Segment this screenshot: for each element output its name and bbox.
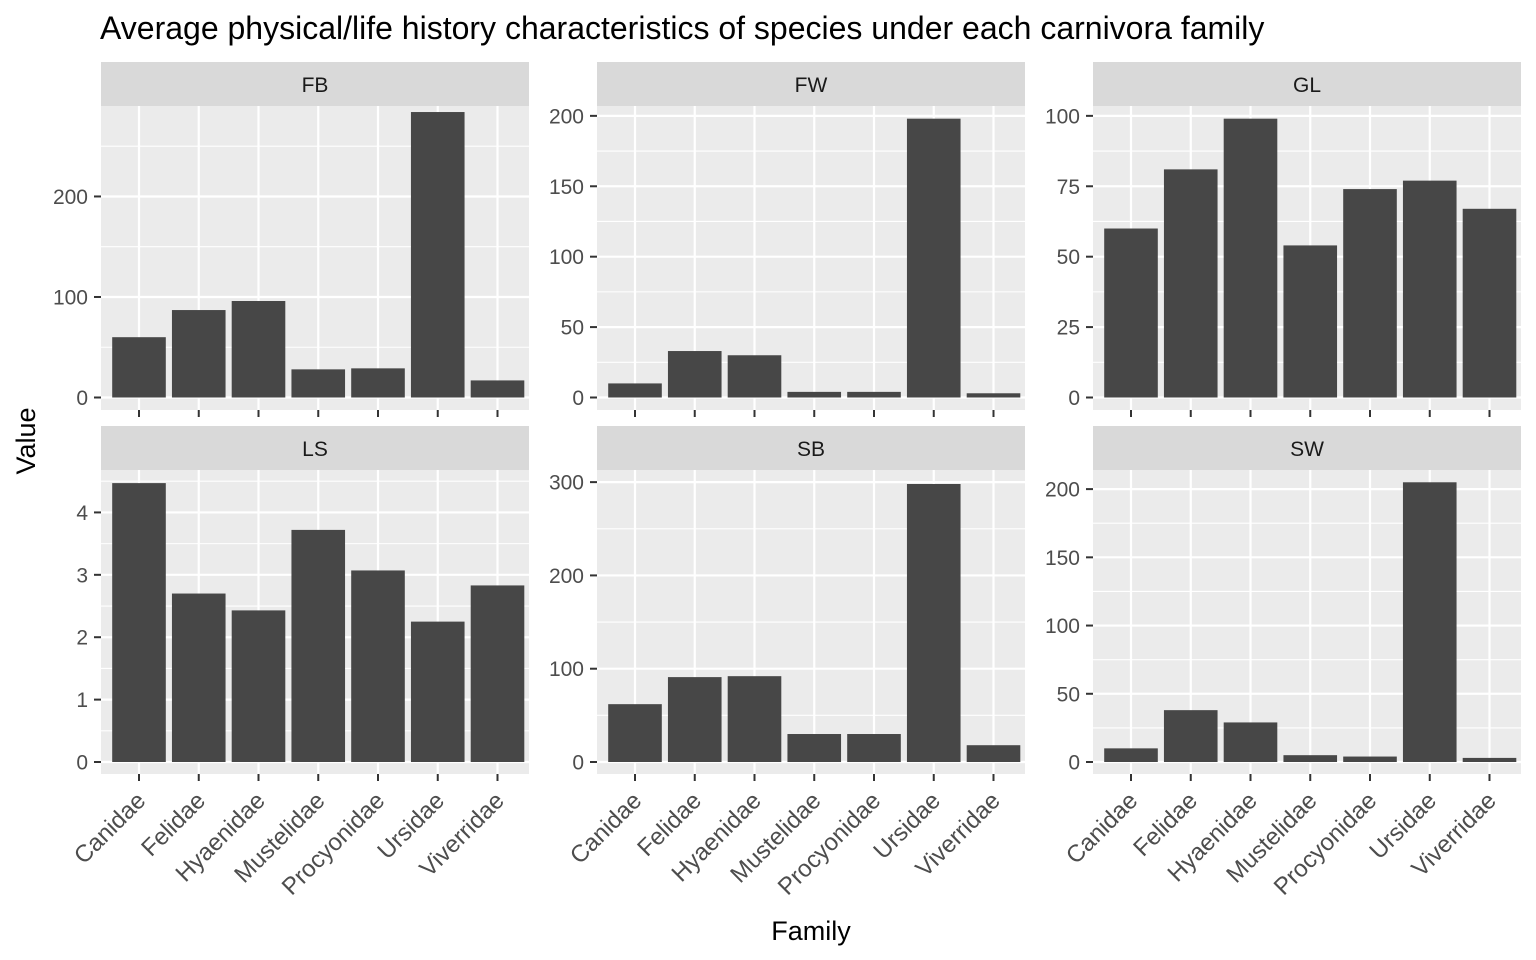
facet-strip bbox=[101, 62, 529, 106]
facet-strip bbox=[597, 426, 1025, 470]
bar-fb-mustelidae bbox=[291, 369, 346, 398]
bar-sw-viverridae bbox=[1462, 757, 1517, 762]
y-tick-label: 200 bbox=[549, 565, 584, 588]
y-tick-label: 100 bbox=[1045, 615, 1080, 638]
bar-sb-mustelidae bbox=[787, 734, 842, 762]
y-tick-label: 100 bbox=[53, 286, 88, 309]
bar-fb-felidae bbox=[171, 310, 226, 398]
facet-strip-label: SW bbox=[1290, 438, 1324, 461]
y-tick-label: 50 bbox=[1057, 246, 1080, 269]
y-tick-label: 0 bbox=[572, 387, 584, 410]
y-tick-label: 75 bbox=[1057, 176, 1080, 199]
facet-strip bbox=[597, 62, 1025, 106]
y-tick-label: 0 bbox=[76, 387, 88, 410]
y-tick-label: 200 bbox=[1045, 479, 1080, 502]
bar-fb-viverridae bbox=[470, 380, 525, 398]
bar-sb-canidae bbox=[608, 704, 662, 762]
bar-gl-felidae bbox=[1163, 169, 1218, 398]
bar-gl-mustelidae bbox=[1283, 245, 1338, 398]
bar-ls-hyaenidae bbox=[231, 610, 286, 762]
bar-gl-canidae bbox=[1104, 228, 1158, 398]
bar-sb-hyaenidae bbox=[727, 676, 782, 762]
bar-sw-ursidae bbox=[1402, 482, 1457, 762]
facet-strip-label: GL bbox=[1293, 74, 1321, 97]
y-tick-label: 0 bbox=[572, 752, 584, 775]
bar-ls-ursidae bbox=[410, 621, 465, 762]
facet-grid: FB0100200FW050100150200GL0255075100LS012… bbox=[53, 62, 1521, 901]
bar-fb-ursidae bbox=[410, 112, 465, 398]
facet-panel-fw: FW 0 50 100 150 200 bbox=[549, 62, 1025, 417]
bar-sb-procyonidae bbox=[847, 734, 901, 762]
bar-sb-viverridae bbox=[966, 745, 1021, 762]
facet-panel-fb: FB 0 100 200 bbox=[53, 62, 529, 417]
bar-ls-viverridae bbox=[470, 585, 525, 762]
y-tick-label: 200 bbox=[53, 186, 88, 209]
y-tick-label: 100 bbox=[1045, 105, 1080, 128]
facet-panel-sw: SW050100150200CanidaeFelidaeHyaenidaeMus… bbox=[1045, 426, 1521, 901]
facet-strip bbox=[101, 426, 529, 470]
y-tick-label: 150 bbox=[1045, 547, 1080, 570]
y-axis-title: Value bbox=[11, 407, 41, 474]
bar-fw-hyaenidae bbox=[727, 355, 782, 398]
chart-title: Average physical/life history characteri… bbox=[100, 10, 1264, 46]
bar-fb-hyaenidae bbox=[231, 301, 286, 398]
x-axis-title: Family bbox=[771, 916, 851, 946]
y-tick-label: 50 bbox=[561, 317, 584, 340]
y-tick-label: 1 bbox=[76, 689, 88, 712]
y-tick-label: 50 bbox=[1057, 683, 1080, 706]
bar-gl-hyaenidae bbox=[1223, 118, 1278, 398]
facet-strip bbox=[1093, 62, 1521, 106]
y-tick-label: 2 bbox=[76, 627, 88, 650]
bar-sw-felidae bbox=[1163, 710, 1218, 762]
bar-fw-canidae bbox=[608, 383, 662, 398]
facet-panel-gl: GL 0 25 50 75 100 bbox=[1045, 62, 1521, 417]
facet-strip-label: SB bbox=[797, 438, 825, 461]
y-tick-label: 300 bbox=[549, 472, 584, 495]
y-tick-label: 3 bbox=[76, 564, 88, 587]
bar-gl-viverridae bbox=[1462, 208, 1517, 398]
bar-fw-ursidae bbox=[906, 118, 961, 398]
bar-fw-felidae bbox=[667, 351, 722, 398]
bar-sb-ursidae bbox=[906, 483, 961, 762]
y-tick-label: 200 bbox=[549, 105, 584, 128]
bar-ls-felidae bbox=[171, 593, 226, 762]
bar-gl-ursidae bbox=[1402, 180, 1457, 398]
bar-sw-canidae bbox=[1104, 748, 1158, 762]
bar-fw-procyonidae bbox=[847, 391, 901, 398]
bar-fw-mustelidae bbox=[787, 391, 842, 398]
bar-fb-canidae bbox=[112, 337, 166, 398]
facet-panel-ls: LS01234CanidaeFelidaeHyaenidaeMustelidae… bbox=[69, 426, 529, 901]
y-tick-label: 100 bbox=[549, 658, 584, 681]
facet-strip-label: FW bbox=[795, 74, 828, 97]
bar-gl-procyonidae bbox=[1343, 189, 1397, 398]
y-tick-label: 100 bbox=[549, 246, 584, 269]
bar-sb-felidae bbox=[667, 677, 722, 762]
y-tick-label: 0 bbox=[1068, 387, 1080, 410]
x-category-label: Canidae bbox=[565, 787, 647, 869]
bar-sw-procyonidae bbox=[1343, 756, 1397, 762]
bar-ls-canidae bbox=[112, 483, 166, 762]
y-tick-label: 4 bbox=[76, 502, 88, 525]
facet-panel-sb: SB0100200300CanidaeFelidaeHyaenidaeMuste… bbox=[549, 426, 1025, 901]
bar-fb-procyonidae bbox=[351, 368, 405, 398]
y-tick-label: 150 bbox=[549, 176, 584, 199]
bar-ls-procyonidae bbox=[351, 570, 405, 762]
facet-strip bbox=[1093, 426, 1521, 470]
bar-fw-viverridae bbox=[966, 393, 1021, 398]
x-category-label: Canidae bbox=[69, 787, 151, 869]
bar-sw-hyaenidae bbox=[1223, 722, 1278, 762]
y-tick-label: 0 bbox=[76, 752, 88, 775]
facet-strip-label: LS bbox=[302, 438, 328, 461]
facet-strip-label: FB bbox=[302, 74, 329, 97]
x-category-label: Canidae bbox=[1061, 787, 1143, 869]
bar-ls-mustelidae bbox=[291, 529, 346, 762]
y-tick-label: 25 bbox=[1057, 317, 1080, 340]
y-tick-label: 0 bbox=[1068, 752, 1080, 775]
bar-sw-mustelidae bbox=[1283, 755, 1338, 762]
